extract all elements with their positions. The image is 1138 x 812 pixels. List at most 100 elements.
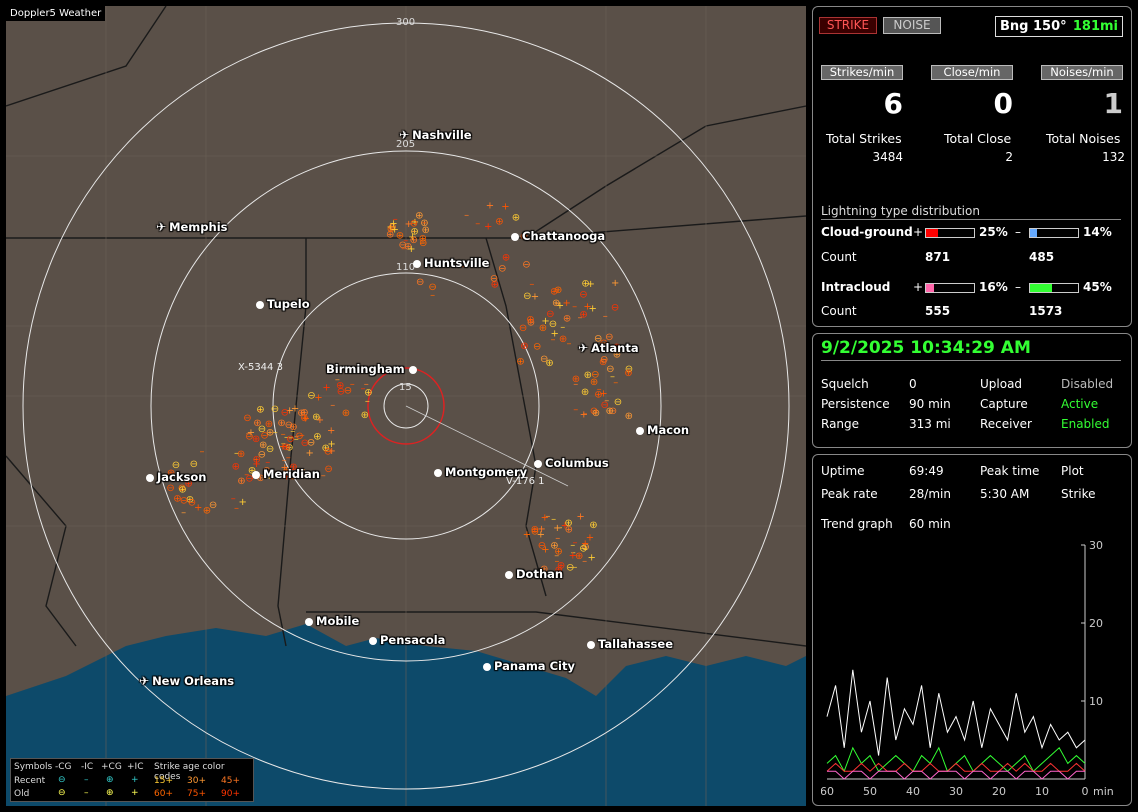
city-columbus: Columbus [534, 456, 609, 470]
legend-header-neg-cg: -CG [55, 762, 72, 772]
strike-marker: ⊕ [300, 413, 308, 424]
strike-marker: – [403, 236, 408, 247]
strike-marker: ⊖ [410, 219, 418, 230]
strike-marker: ⊖ [166, 483, 174, 494]
strike-marker: ⊕ [552, 298, 560, 309]
strike-marker: – [420, 238, 425, 249]
strike-marker: ⊖ [245, 432, 253, 443]
city-chattanooga: Chattanooga [511, 229, 605, 243]
strike-marker: + [576, 511, 584, 522]
strike-marker: + [611, 278, 619, 289]
strike-marker: + [282, 472, 290, 483]
dot-icon [146, 474, 154, 482]
strike-marker: – [281, 429, 286, 440]
strike-marker: ⊕ [256, 405, 264, 416]
strike-marker: – [551, 334, 556, 345]
strike-marker: ⊕ [554, 547, 562, 558]
strike-marker: ⊖ [546, 309, 554, 320]
strike-marker: ⊕ [387, 224, 395, 235]
strike-marker: – [330, 400, 335, 411]
strike-marker: – [286, 453, 291, 464]
strike-marker: – [200, 447, 205, 458]
strike-marker: ⊕ [557, 561, 565, 572]
strike-button[interactable]: STRIKE [819, 17, 877, 34]
strike-marker: – [461, 261, 466, 272]
strike-marker: ⊖ [498, 264, 506, 275]
ring-label-205: 205 [396, 139, 416, 150]
strike-marker: – [294, 432, 299, 443]
persistence-value[interactable]: 90 min [909, 397, 951, 411]
strike-marker: + [486, 200, 494, 211]
legend-age-title: Strike age color codes [154, 762, 225, 782]
strikes-per-min-header[interactable]: Strikes/min [821, 65, 903, 80]
strike-marker: ⊕ [606, 406, 614, 417]
strike-marker: ⊕ [581, 542, 589, 553]
strike-marker: ⊕ [495, 217, 503, 228]
strike-marker: ⊕ [410, 226, 418, 237]
strike-marker: – [246, 429, 251, 440]
strike-markers: ⊕––⊕+–⊕+⊕––⊕⊖⊕⊖++⊕–⊖+⊖+–++⊖–⊕⊕++⊕⊕––+⊕⊖ –… [166, 200, 633, 575]
strike-marker: ⊖ [523, 291, 531, 302]
strike-marker: – [273, 427, 278, 438]
cg-minus-sign: – [1015, 225, 1021, 239]
upload-value[interactable]: Disabled [1061, 377, 1114, 391]
strike-marker: ⊕ [516, 356, 524, 367]
strike-marker: ⊖ [271, 404, 279, 415]
strike-marker: + [583, 302, 591, 313]
bearing-range: 181mi [1072, 19, 1118, 34]
receiver-label: Receiver [980, 417, 1032, 431]
strike-marker: ⊕ [554, 285, 562, 296]
range-value[interactable]: 313 mi [909, 417, 951, 431]
strike-marker: ⊕ [415, 211, 423, 222]
close-per-min-header[interactable]: Close/min [931, 65, 1013, 80]
strike-marker: ⊕ [613, 350, 621, 361]
x-tick-label: 40 [906, 785, 920, 798]
city-jackson: Jackson [146, 470, 206, 484]
city-pensacola: Pensacola [369, 633, 445, 647]
strike-marker: + [286, 406, 294, 417]
strike-marker: ⊕ [594, 390, 602, 401]
noises-per-min-header[interactable]: Noises/min [1041, 65, 1123, 80]
legend-header-neg-ic: -IC [81, 762, 94, 772]
strike-marker: ⊕ [565, 524, 573, 535]
strike-marker: ⊖ [549, 319, 557, 330]
strike-marker: – [603, 311, 608, 322]
strike-marker: ⊕ [563, 313, 571, 324]
noises-per-min-value: 1 [1103, 87, 1123, 120]
dot-icon [505, 571, 513, 579]
peak-rate-label: Peak rate [821, 487, 878, 501]
strike-marker: ⊕ [491, 280, 499, 291]
strike-status-panel: STRIKE NOISE Bng 150° 181mi Strikes/min … [812, 6, 1132, 327]
strike-marker: + [586, 533, 594, 544]
strike-marker: ⊖ [180, 495, 188, 506]
airport-icon: ✈ [156, 220, 167, 234]
dot-icon [434, 469, 442, 477]
cg-plus-sign: + [913, 225, 924, 239]
strike-marker: – [284, 432, 289, 443]
plot-value[interactable]: Strike [1061, 487, 1096, 501]
strike-marker: + [541, 545, 549, 556]
strike-marker: ⊕ [545, 358, 553, 369]
strike-marker: + [599, 389, 607, 400]
strike-marker: + [328, 446, 336, 457]
bearing-display: Bng 150° 181mi [995, 16, 1123, 37]
noise-button[interactable]: NOISE [883, 17, 941, 34]
lightning-map[interactable]: ⊕ – – ⊕ + – ⊕ + ⊕ – – ⊕ ⊖ ⊕ ⊖ + + ⊕ – ⊖ + ⊖ + – + + ⊖ – ⊕ ⊕ + + ⊕ ⊕ – – + ⊕ ⊖ –… [6, 6, 806, 806]
strike-marker: ⊖ [611, 302, 619, 313]
receiver-value[interactable]: Enabled [1061, 417, 1110, 431]
city-atlanta: ✈ Atlanta [578, 341, 639, 355]
strike-marker: – [234, 448, 239, 459]
strike-marker: ⊕ [599, 357, 607, 368]
peak-time-label: Peak time [980, 464, 1040, 478]
ic-positive-bar [925, 283, 975, 293]
squelch-value[interactable]: 0 [909, 377, 917, 391]
ic-plus-sign: + [913, 280, 924, 294]
strike-marker: ⊖ [285, 420, 293, 431]
strike-marker: ⊕ [342, 408, 350, 419]
strike-marker: – [253, 454, 258, 465]
strike-marker: + [541, 316, 549, 327]
capture-value[interactable]: Active [1061, 397, 1099, 411]
strike-marker: + [580, 409, 588, 420]
legend-row-recent: Recent [14, 776, 46, 786]
trend-graph-span[interactable]: 60 min [909, 517, 951, 531]
